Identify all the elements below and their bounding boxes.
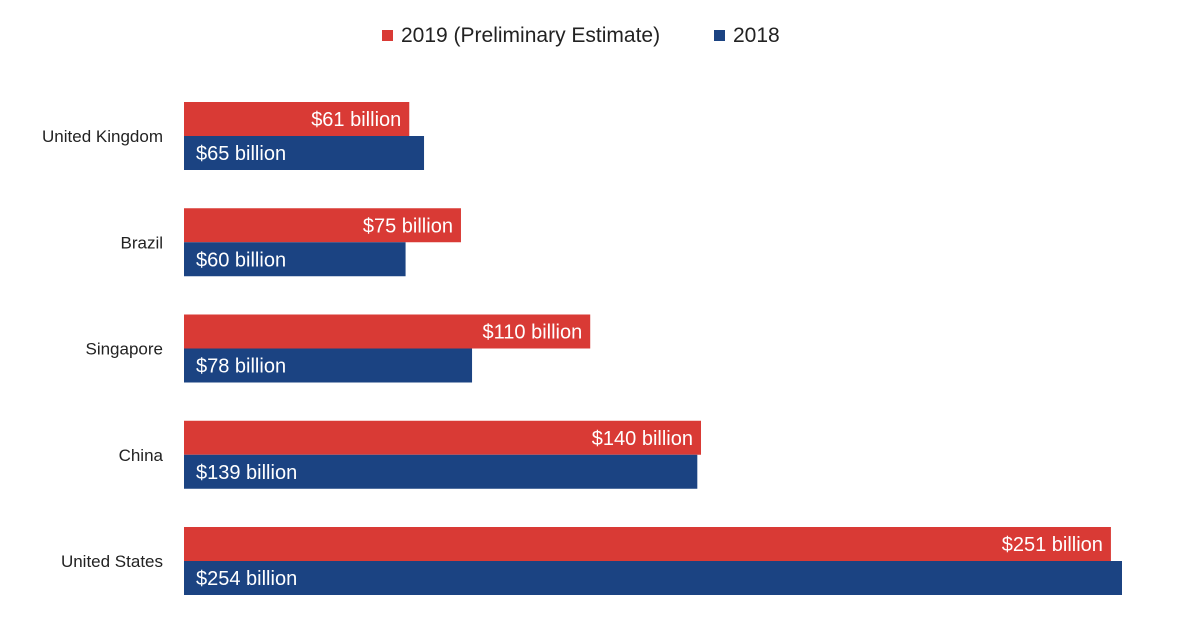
legend-label-2018: 2018: [733, 24, 780, 47]
bar-label-united-states-series-1: $254 billion: [196, 568, 297, 590]
bar-label-united-kingdom-series-0: $61 billion: [311, 109, 401, 131]
category-label-united-states: United States: [61, 552, 163, 571]
bar-china-series-0: [184, 420, 702, 455]
bars-group: $61 billion $65 billion $75 billion $60 bil…: [184, 102, 1122, 595]
bar-brazil-series-0: [184, 208, 461, 243]
bar-united-kingdom-series-1: [184, 136, 425, 170]
category-label-china: China: [119, 446, 164, 465]
bar-label-singapore-series-1: $78 billion: [196, 356, 286, 378]
bar-label-singapore-series-0: $110 billion: [483, 322, 583, 344]
bar-label-brazil-series-0: $75 billion: [363, 215, 453, 237]
bar-brazil-series-1: [184, 242, 406, 277]
bar-label-united-states-series-0: $251 billion: [1002, 534, 1103, 556]
bar-label-china-series-0: $140 billion: [592, 428, 693, 450]
legend-label-2019: 2019 (Preliminary Estimate): [401, 24, 660, 47]
bar-united-states-series-1: [184, 561, 1122, 595]
category-label-singapore: Singapore: [85, 340, 163, 359]
bar-united-kingdom-series-0: [184, 102, 410, 136]
bar-label-brazil-series-1: $60 billion: [196, 249, 286, 271]
category-label-brazil: Brazil: [120, 233, 163, 252]
category-label-united-kingdom: United Kingdom: [42, 127, 163, 146]
bar-singapore-series-0: [184, 314, 591, 349]
legend: 2019 (Preliminary Estimate) 2018: [382, 24, 780, 47]
bar-singapore-series-1: [184, 348, 473, 383]
bar-china-series-1: [184, 454, 698, 489]
bar-united-states-series-0: [184, 527, 1111, 561]
bar-label-china-series-1: $139 billion: [196, 462, 297, 484]
legend-swatch-2018: [714, 30, 725, 41]
bar-label-united-kingdom-series-1: $65 billion: [196, 143, 286, 165]
category-labels: United Kingdom Brazil Singapore China United…: [42, 127, 164, 571]
legend-swatch-2019: [382, 30, 393, 41]
